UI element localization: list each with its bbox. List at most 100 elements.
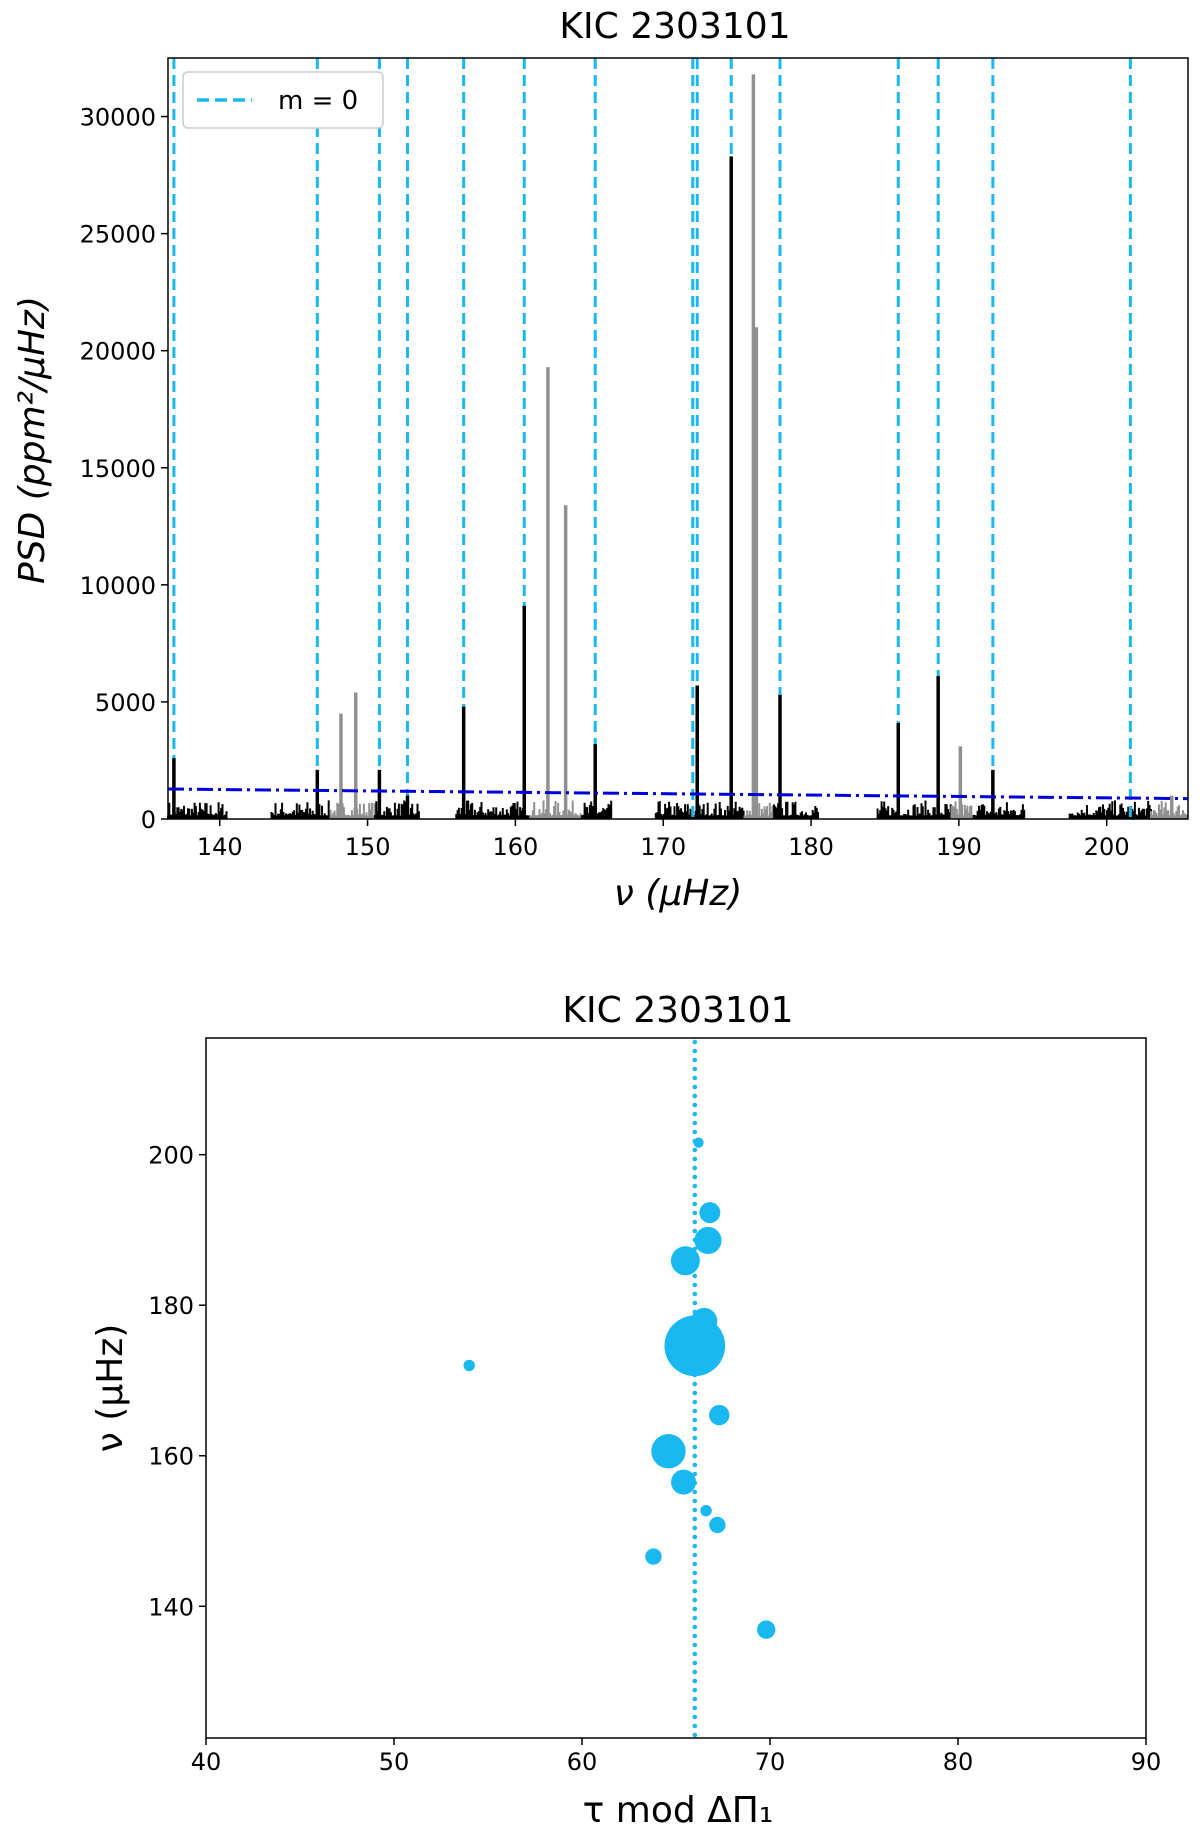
psd-x-ticks: 140 150 160 170 180 190 200 (197, 819, 1130, 861)
dotted-line-dot (692, 1525, 698, 1531)
dotted-line-dot (692, 1057, 698, 1063)
dotted-line-dot (692, 1669, 698, 1675)
dotted-line-dot (692, 1687, 698, 1693)
dotted-line-dot (692, 1507, 698, 1513)
dotted-line-dot (692, 1129, 698, 1135)
scatter-point (709, 1516, 726, 1534)
y-tick-label: 15000 (80, 455, 156, 483)
dotted-line-dot (692, 1282, 698, 1288)
echelle-y-axis-label: ν (μHz) (90, 1324, 131, 1453)
x-tick-label: 40 (191, 1748, 222, 1776)
dotted-line-dot (692, 1534, 698, 1540)
scatter-point (670, 1246, 700, 1276)
dotted-line-dot (692, 1453, 698, 1459)
dotted-line-dot (692, 1444, 698, 1450)
noise-segment (1150, 801, 1188, 819)
psd-y-axis-label: PSD (ppm²/μHz) (12, 296, 53, 584)
dotted-line-dot (692, 1624, 698, 1630)
dotted-line-dot (692, 1705, 698, 1711)
noise-segment (1068, 800, 1152, 819)
dotted-line-dot (692, 1426, 698, 1432)
dotted-line-dot (692, 1075, 698, 1081)
scatter-point (671, 1469, 697, 1495)
dotted-line-dot (692, 1039, 698, 1045)
dotted-line-dot (692, 1201, 698, 1207)
scatter-point (709, 1404, 730, 1426)
y-tick-label: 200 (148, 1142, 194, 1170)
noise-segment (529, 800, 582, 819)
dotted-line-dot (692, 1660, 698, 1666)
echelle-chart-title: KIC 2303101 (562, 990, 793, 1031)
dotted-line-dot (692, 1642, 698, 1648)
scatter-point (645, 1548, 662, 1565)
y-tick-label: 25000 (80, 221, 156, 249)
dotted-line-dot (692, 1615, 698, 1621)
psd-chart-title: KIC 2303101 (559, 6, 790, 47)
dotted-line-dot (692, 1633, 698, 1639)
psd-legend: m = 0 (182, 71, 384, 129)
noise-segment (876, 800, 952, 819)
dotted-line-dot (692, 1408, 698, 1414)
noise-segment (654, 801, 745, 819)
psd-plot-area (167, 58, 1189, 819)
x-tick-label: 150 (345, 833, 391, 861)
x-tick-label: 80 (943, 1748, 974, 1776)
dotted-line-dot (692, 1111, 698, 1117)
dotted-line-dot (692, 1570, 698, 1576)
echelle-y-ticks: 140 160 180 200 (148, 1142, 206, 1621)
dotted-line-dot (692, 1192, 698, 1198)
y-tick-label: 5000 (95, 689, 156, 717)
echelle-panel: KIC 2303101 40 50 60 70 80 90 140 160 180 200 τ … (90, 990, 1161, 1831)
x-tick-label: 200 (1084, 833, 1130, 861)
y-tick-label: 160 (148, 1443, 194, 1471)
echelle-x-axis-label: τ mod ΔΠ₁ (583, 1790, 774, 1831)
echelle-plot-area (463, 1039, 776, 1738)
dotted-line-dot (692, 1489, 698, 1495)
noise-segment (743, 802, 775, 819)
dotted-line-dot (692, 1165, 698, 1171)
dotted-line-dot (692, 1723, 698, 1729)
dotted-line-dot (692, 1732, 698, 1738)
dotted-line-dot (692, 1174, 698, 1180)
dotted-line-dot (692, 1417, 698, 1423)
dotted-line-dot (692, 1516, 698, 1522)
y-tick-label: 30000 (80, 104, 156, 132)
dotted-line-dot (692, 1093, 698, 1099)
dotted-line-dot (692, 1561, 698, 1567)
noise-segment (167, 802, 228, 819)
dotted-line-dot (692, 1219, 698, 1225)
dotted-line-dot (692, 1498, 698, 1504)
scatter-point (699, 1202, 721, 1224)
x-tick-label: 70 (755, 1748, 786, 1776)
psd-plot-frame (167, 57, 1189, 820)
dotted-line-dot (692, 1399, 698, 1405)
psd-y-ticks: 0 5000 10000 15000 20000 25000 30000 (80, 104, 168, 834)
scatter-point (651, 1434, 686, 1469)
dotted-line-dot (692, 1390, 698, 1396)
dotted-line-dot (692, 1579, 698, 1585)
noise-segment (455, 800, 531, 819)
scatter-point (757, 1620, 776, 1639)
dotted-line-dot (692, 1210, 698, 1216)
x-tick-label: 90 (1131, 1748, 1162, 1776)
dotted-line-dot (692, 1588, 698, 1594)
dotted-line-dot (692, 1066, 698, 1072)
dotted-line-dot (692, 1597, 698, 1603)
y-tick-label: 20000 (80, 338, 156, 366)
y-tick-label: 10000 (80, 572, 156, 600)
scatter-point (694, 1226, 722, 1255)
dotted-line-dot (692, 1543, 698, 1549)
x-tick-label: 140 (197, 833, 243, 861)
dotted-line-dot (692, 1084, 698, 1090)
dotted-line-dot (692, 1552, 698, 1558)
dotted-line-dot (692, 1606, 698, 1612)
scatter-point (463, 1359, 475, 1372)
dotted-line-dot (692, 1273, 698, 1279)
dotted-line-dot (692, 1435, 698, 1441)
x-tick-label: 50 (379, 1748, 410, 1776)
x-tick-label: 190 (936, 833, 982, 861)
dotted-line-dot (692, 1462, 698, 1468)
x-tick-label: 180 (788, 833, 834, 861)
background-fit-line (167, 787, 1189, 801)
